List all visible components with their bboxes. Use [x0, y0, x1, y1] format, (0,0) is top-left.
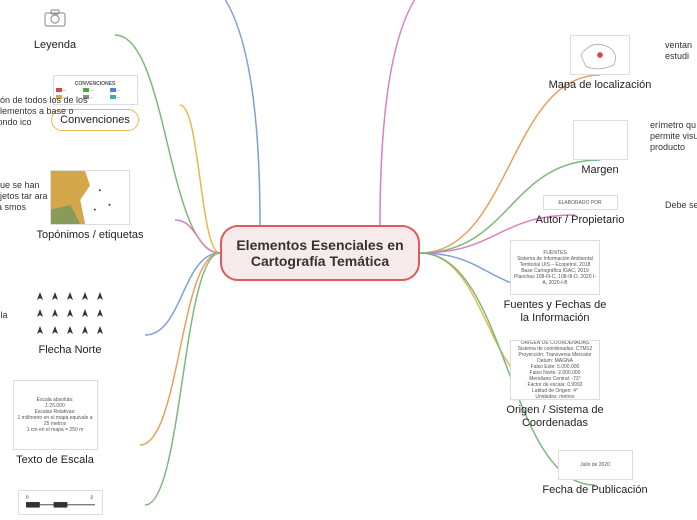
thumb-escala-grafica: 02: [18, 490, 103, 515]
edge-flecha: [145, 253, 220, 335]
side-text-0: dón de todos los de los elementos a base…: [0, 95, 95, 127]
thumb-texto-escala: Escala absoluta: 1:25.000 Escalas Relati…: [13, 380, 98, 450]
node-mapa-loc: Mapa de localización: [545, 35, 655, 92]
node-fuentes: FUENTES Sistema de Información Ambiental…: [500, 240, 610, 325]
node-fecha: Julio de 2020 Fecha de Publicación: [540, 450, 650, 497]
label-margen: Margen: [545, 164, 655, 177]
node-escala-grafica: 02: [5, 490, 115, 519]
node-autor: ELABORADO POR Autor / Propietario: [525, 195, 635, 227]
label-texto-escala: Texto de Escala: [0, 454, 110, 467]
node-texto-escala: Escala absoluta: 1:25.000 Escalas Relati…: [0, 380, 110, 467]
central-topic: Elementos Esenciales en Cartografía Temá…: [220, 225, 420, 281]
node-origen: ORIGEN DE COORDENADAS Sistema de coorden…: [500, 340, 610, 430]
side-text-5: Debe se: [665, 200, 697, 211]
thumb-flecha: [33, 290, 108, 340]
edge-toponimos: [175, 220, 220, 253]
label-flecha: Flecha Norte: [15, 344, 125, 357]
thumb-fecha: Julio de 2020: [558, 450, 633, 480]
edge-convenciones: [180, 105, 220, 253]
thumb-toponimos: [50, 170, 130, 225]
label-fecha: Fecha de Publicación: [540, 484, 650, 497]
thumb-origen: ORIGEN DE COORDENADAS Sistema de coorden…: [510, 340, 600, 400]
thumb-autor: ELABORADO POR: [543, 195, 618, 210]
node-leyenda: Leyenda: [0, 0, 110, 52]
thumb-mapa-loc: [570, 35, 630, 75]
svg-text:2: 2: [90, 494, 93, 499]
thumb-leyenda: [25, 0, 85, 35]
label-mapa-loc: Mapa de localización: [545, 79, 655, 92]
label-origen: Origen / Sistema de Coordenadas: [500, 404, 610, 430]
thumb-margen: [573, 120, 628, 160]
node-margen: Margen: [545, 120, 655, 177]
thumb-fuentes: FUENTES Sistema de Información Ambiental…: [510, 240, 600, 295]
svg-text:0: 0: [26, 494, 29, 499]
edge-escala-grafica: [145, 253, 220, 505]
label-toponimos: Topónimos / etiquetas: [35, 229, 145, 242]
side-text-1: que se han ojetos tar ara la smos: [0, 180, 55, 212]
node-flecha: Flecha Norte: [15, 290, 125, 357]
central-title: Elementos Esenciales en Cartografía Temá…: [232, 237, 408, 269]
side-text-3: ventan estudi: [665, 40, 697, 62]
label-leyenda: Leyenda: [0, 39, 110, 52]
side-text-4: erímetro qu permite visu producto: [650, 120, 697, 152]
label-autor: Autor / Propietario: [525, 214, 635, 227]
side-text-2: r la: [0, 310, 35, 321]
label-fuentes: Fuentes y Fechas de la Información: [500, 299, 610, 325]
edge-texto-escala: [140, 253, 220, 445]
